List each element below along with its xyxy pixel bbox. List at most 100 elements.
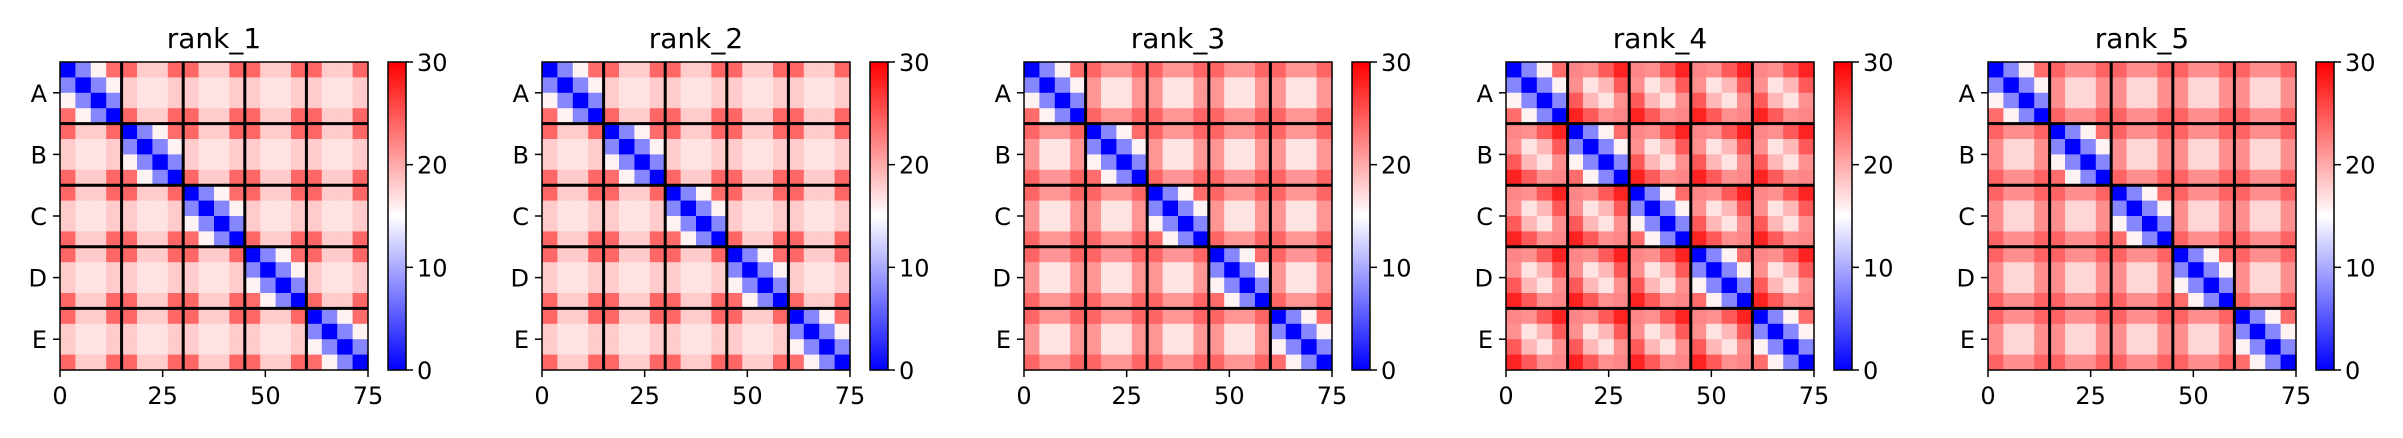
colorbar-segment: [1834, 262, 1852, 266]
heatmap-cell: [1101, 154, 1117, 171]
heatmap-cell: [352, 77, 369, 94]
heatmap-cell: [557, 169, 574, 186]
x-tick-label: 25: [2075, 382, 2106, 410]
heatmap-cell: [819, 339, 836, 356]
heatmap-cell: [1629, 62, 1646, 78]
heatmap-cell: [1660, 231, 1676, 248]
heatmap-cell: [696, 308, 712, 325]
heatmap-cell: [2249, 108, 2266, 125]
colorbar-segment: [388, 341, 406, 345]
heatmap-cell: [337, 277, 354, 294]
heatmap-cell: [819, 262, 836, 279]
heatmap-cell: [2049, 262, 2066, 279]
heatmap-cell: [1239, 262, 1256, 279]
heatmap-cell: [321, 354, 338, 371]
colorbar-segment: [1834, 141, 1852, 145]
heatmap-cell: [803, 92, 820, 109]
heatmap-cell: [1737, 62, 1753, 78]
heatmap-cell: [1706, 216, 1723, 232]
heatmap-cell: [773, 277, 789, 294]
colorbar-segment: [2316, 257, 2334, 261]
colorbar-segment: [870, 95, 888, 99]
heatmap-cell: [1752, 293, 1769, 309]
colorbar-segment: [1352, 349, 1370, 353]
heatmap-cell: [2003, 154, 2020, 171]
colorbar-frame: [387, 61, 407, 371]
heatmap-cell: [1988, 354, 2004, 371]
colorbar-segment: [2316, 105, 2334, 109]
colorbar-segment: [1352, 287, 1370, 292]
heatmap-cell: [2065, 216, 2081, 232]
heatmap-cell: [1131, 246, 1148, 263]
heatmap-cell: [1131, 185, 1148, 202]
heatmap-cell: [90, 200, 107, 217]
colorbar-segment: [388, 262, 406, 266]
heatmap-cell: [1255, 139, 1271, 155]
heatmap-cell: [634, 246, 651, 263]
heatmap-cell: [1131, 216, 1148, 232]
heatmap-cell: [275, 139, 292, 155]
heatmap-cell: [229, 200, 246, 217]
colorbar-segment: [1352, 303, 1370, 307]
heatmap-cell: [1690, 354, 1707, 371]
heatmap-cell: [2111, 123, 2128, 140]
colorbar-segment: [870, 262, 888, 266]
heatmap-cell: [803, 200, 820, 217]
heatmap-cell: [1255, 62, 1271, 78]
heatmap-cell: [1255, 277, 1271, 294]
heatmap-cell: [2003, 185, 2020, 202]
heatmap-cell: [352, 123, 369, 140]
colorbar-segment: [2316, 79, 2334, 84]
heatmap-cell: [665, 216, 682, 232]
colorbar-segment: [1352, 126, 1370, 130]
heatmap-cell: [352, 92, 369, 109]
heatmap-cell: [1116, 77, 1133, 94]
heatmap-cell: [1521, 277, 1538, 294]
heatmap-cell: [2080, 354, 2097, 371]
heatmap-cell: [1178, 185, 1194, 202]
heatmap-cell: [167, 185, 184, 202]
heatmap-cell: [321, 108, 338, 125]
heatmap-cell: [90, 169, 107, 186]
heatmap-cell: [742, 108, 759, 125]
heatmap-cell: [757, 323, 774, 340]
colorbar-segment: [388, 190, 406, 194]
heatmap-cell: [1316, 277, 1333, 294]
heatmap-cell: [260, 123, 277, 140]
heatmap-cell: [634, 200, 651, 217]
heatmap-cell: [1629, 185, 1646, 202]
x-tick-label: 75: [1799, 382, 1830, 410]
heatmap-cell: [1690, 277, 1707, 294]
heatmap-cell: [1598, 231, 1615, 248]
heatmap-cell: [1752, 277, 1769, 294]
heatmap-cell: [2126, 277, 2143, 294]
heatmap-cell: [2111, 323, 2128, 340]
colorbar-segment: [1834, 228, 1852, 232]
heatmap-cell: [2111, 139, 2128, 155]
colorbar-segment: [2316, 249, 2334, 253]
heatmap-cell: [1613, 123, 1630, 140]
heatmap-cell: [834, 308, 851, 325]
heatmap-cell: [1131, 123, 1148, 140]
heatmap-cell: [742, 339, 759, 356]
colorbar-segment: [1834, 74, 1852, 78]
heatmap-cell: [2265, 262, 2282, 279]
heatmap-cell: [1101, 169, 1117, 186]
heatmap-cell: [1285, 293, 1302, 309]
heatmap-cell: [1193, 308, 1210, 325]
heatmap-cell: [2034, 77, 2051, 94]
colorbar-segment: [388, 103, 406, 107]
colorbar-segment: [388, 257, 406, 261]
heatmap-cell: [1567, 200, 1584, 217]
heatmap-cell: [1224, 108, 1241, 125]
heatmap-cell: [2095, 92, 2112, 109]
heatmap-cell: [2003, 62, 2020, 78]
heatmap-cell: [1629, 139, 1646, 155]
colorbar-segment: [1352, 131, 1370, 135]
heatmap-cell: [696, 185, 712, 202]
heatmap-cell: [1270, 62, 1287, 78]
heatmap-cell: [2126, 169, 2143, 186]
heatmap-cell: [1706, 139, 1723, 155]
heatmap-cell: [60, 277, 76, 294]
